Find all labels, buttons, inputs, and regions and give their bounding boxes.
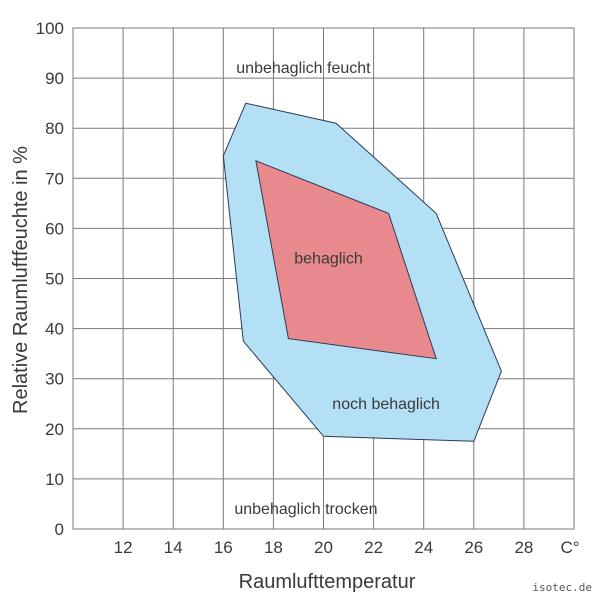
y-tick-label: 50 [45, 270, 64, 289]
region-label: unbehaglich feucht [236, 60, 371, 77]
y-tick-label: 10 [45, 470, 64, 489]
region-label: noch behaglich [332, 396, 440, 413]
y-axis-title: Relative Raumluftfeuchte in % [10, 146, 32, 414]
region-labels: unbehaglich feucht behaglich noch behaglic… [234, 60, 440, 518]
x-tick-labels: 12 14 16 18 20 22 24 26 28 [114, 538, 534, 557]
y-tick-label: 40 [45, 320, 64, 339]
x-unit-label: C° [560, 538, 579, 557]
y-tick-label: 100 [36, 19, 64, 38]
credit-watermark: isotec.de [532, 581, 592, 594]
y-tick-label: 0 [55, 520, 64, 539]
x-axis-title: Raumlufttemperatur [239, 571, 416, 593]
x-tick-label: 20 [314, 538, 333, 557]
y-tick-label: 90 [45, 69, 64, 88]
region-label: unbehaglich trocken [234, 501, 377, 518]
y-tick-label: 30 [45, 370, 64, 389]
x-tick-label: 28 [514, 538, 533, 557]
y-tick-label: 60 [45, 219, 64, 238]
x-tick-label: 24 [414, 538, 433, 557]
x-tick-label: 26 [464, 538, 483, 557]
plot-border [72, 27, 575, 530]
comfort-regions [222, 102, 502, 442]
region-label: behaglich [294, 250, 363, 267]
y-tick-labels: 0 10 20 30 40 50 60 70 80 90 100 [36, 19, 64, 539]
y-tick-label: 70 [45, 169, 64, 188]
x-tick-label: 12 [114, 538, 133, 557]
plot-frame [72, 27, 575, 530]
y-tick-label: 20 [45, 420, 64, 439]
y-tick-label: 80 [45, 119, 64, 138]
region-behaglich [255, 160, 437, 360]
x-tick-label: 14 [164, 538, 183, 557]
x-tick-label: 16 [214, 538, 233, 557]
x-tick-label: 22 [364, 538, 383, 557]
x-tick-label: 18 [264, 538, 283, 557]
